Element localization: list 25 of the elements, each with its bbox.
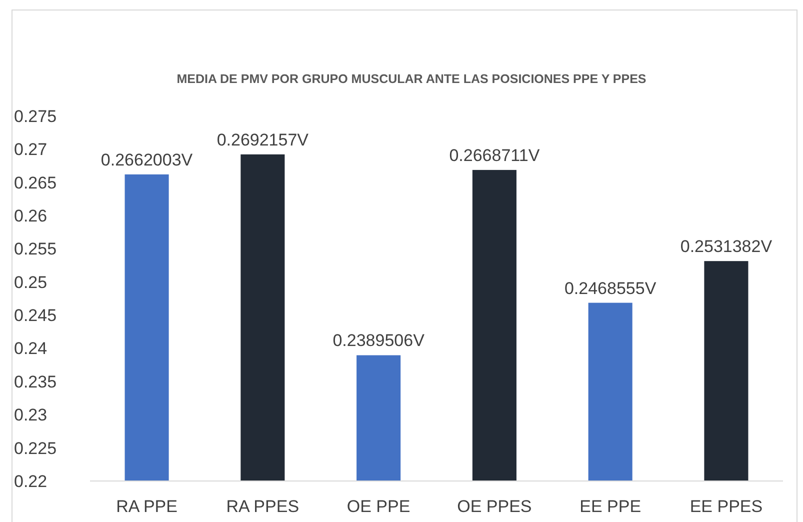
y-tick-label: 0.265 xyxy=(14,173,57,192)
x-tick-label: OE PPE xyxy=(346,497,410,516)
y-tick-label: 0.24 xyxy=(14,339,48,358)
y-tick-label: 0.25 xyxy=(14,272,48,292)
data-label: 0.2389506V xyxy=(332,331,426,350)
x-tick-label: EE PPE xyxy=(580,497,642,516)
x-tick-label: RA PPE xyxy=(116,497,178,516)
y-tick-label: 0.255 xyxy=(14,240,57,259)
chart-title: MEDIA DE PMV POR GRUPO MUSCULAR ANTE LAS POSICIONES PPE Y PPES xyxy=(176,72,646,86)
data-label: 0.2668711V xyxy=(449,146,540,165)
data-label: 0.2531382V xyxy=(680,237,773,256)
x-tick-label: EE PPES xyxy=(690,497,763,516)
data-label: 0.2662003V xyxy=(100,150,194,170)
y-tick-label: 0.235 xyxy=(14,372,57,392)
x-tick-label: OE PPES xyxy=(457,497,532,516)
y-tick-label: 0.22 xyxy=(14,472,48,491)
y-tick-label: 0.245 xyxy=(14,306,57,326)
data-label: 0.2468555V xyxy=(564,278,657,298)
y-tick-label: 0.26 xyxy=(14,206,48,226)
x-tick-label: RA PPES xyxy=(226,497,300,516)
y-tick-label: 0.225 xyxy=(14,438,57,458)
y-tick-label: 0.27 xyxy=(14,140,48,160)
y-tick-label: 0.275 xyxy=(14,106,57,126)
y-tick-label: 0.23 xyxy=(14,406,48,425)
data-label: 0.2692157V xyxy=(216,130,310,150)
